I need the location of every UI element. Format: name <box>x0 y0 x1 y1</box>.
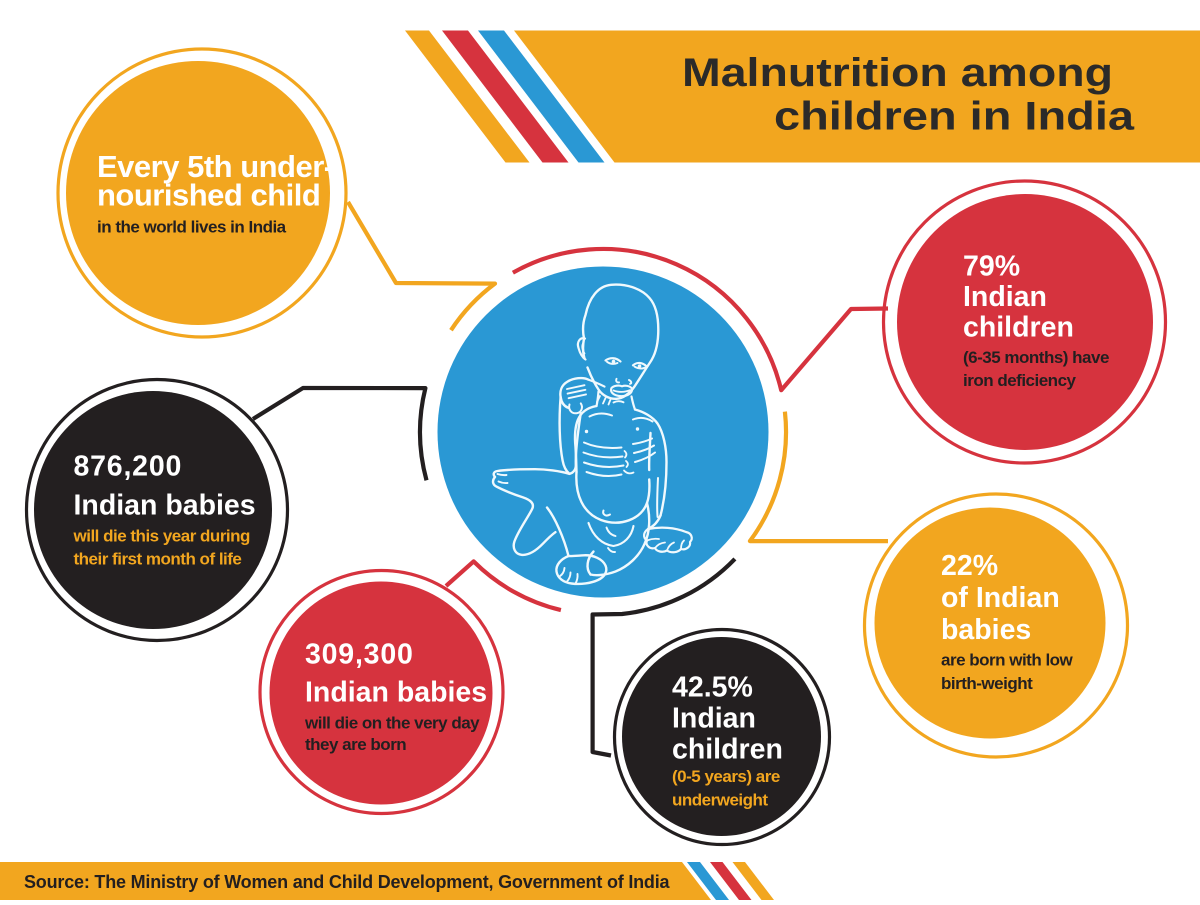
svg-text:will die this year during: will die this year during <box>73 527 251 546</box>
svg-text:Malnutrition among: Malnutrition among <box>682 51 1113 95</box>
svg-text:of Indian: of Indian <box>941 582 1060 614</box>
svg-text:Indian: Indian <box>963 281 1047 313</box>
svg-text:are born with low: are born with low <box>941 651 1074 670</box>
svg-text:(0-5 years) are: (0-5 years) are <box>672 767 780 786</box>
svg-text:they are born: they are born <box>305 735 406 754</box>
svg-text:876,200: 876,200 <box>74 451 183 483</box>
svg-text:79%: 79% <box>963 251 1020 283</box>
svg-text:Indian babies: Indian babies <box>305 677 487 709</box>
svg-text:birth-weight: birth-weight <box>941 674 1033 693</box>
svg-text:nourished child: nourished child <box>97 178 320 213</box>
svg-text:Indian: Indian <box>672 703 756 735</box>
svg-text:Every 5th under-: Every 5th under- <box>97 149 334 184</box>
svg-text:iron deficiency: iron deficiency <box>963 371 1077 390</box>
svg-text:22%: 22% <box>941 550 998 582</box>
svg-text:(6-35 months) have: (6-35 months) have <box>963 348 1109 367</box>
svg-text:children in India: children in India <box>774 95 1135 139</box>
svg-text:babies: babies <box>941 614 1031 646</box>
svg-text:in the world lives in India: in the world lives in India <box>97 218 287 237</box>
svg-text:their first month of life: their first month of life <box>74 550 242 569</box>
svg-text:children: children <box>963 311 1074 343</box>
svg-text:42.5%: 42.5% <box>672 671 753 703</box>
svg-text:Indian babies: Indian babies <box>74 489 256 521</box>
svg-text:309,300: 309,300 <box>305 638 414 670</box>
svg-text:Source: The Ministry of Women: Source: The Ministry of Women and Child … <box>24 872 671 892</box>
svg-text:children: children <box>672 734 783 766</box>
svg-text:will die on the very day: will die on the very day <box>304 713 480 732</box>
svg-text:underweight: underweight <box>672 790 768 809</box>
